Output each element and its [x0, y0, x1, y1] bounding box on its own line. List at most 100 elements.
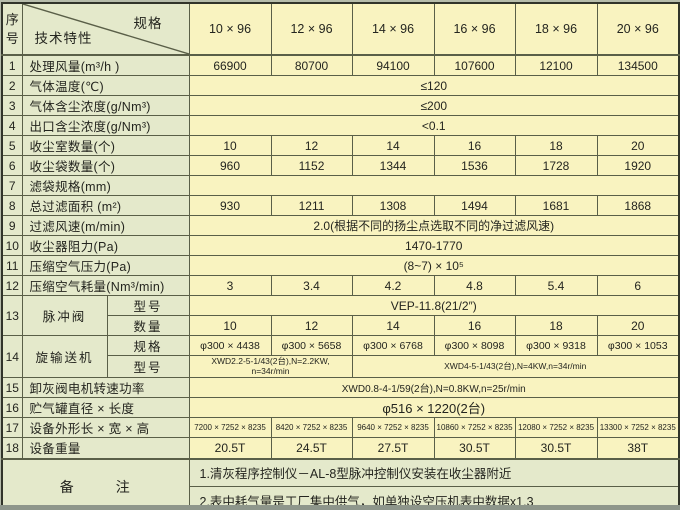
notes-row: 备 注 1.清灰程序控制仪－AL-8型脉冲控制仪安装在收尘器附近 [1, 457, 680, 510]
table-row: 16 贮气罐直径 × 长度 φ516 × 1220(2台) [1, 397, 680, 418]
table-row: 15 卸灰阀电机转速功率 XWD0.8-4-1/59(2台),N=0.8KW,n… [1, 377, 680, 398]
value-cell-merged: (8~7) × 10⁵ [188, 255, 680, 276]
sequence-header: 序 号 [1, 2, 23, 56]
table-row: 5 收尘室数量(个) 10 12 14 16 18 20 [1, 135, 680, 156]
row-label: 收尘室数量(个) [21, 135, 190, 156]
table-row: 12 压缩空气耗量(Nm³/min) 3 3.4 4.2 4.8 5.4 6 [1, 275, 680, 296]
row-label: 贮气罐直径 × 长度 [21, 397, 190, 418]
row-label: 总过滤面积 (m²) [21, 195, 190, 216]
value-cell: 930 [188, 195, 272, 216]
table-row: 型号 XWD2.2-5-1/43(2台),N=2.2KW, n=34r/min … [2, 355, 680, 378]
seq-char-1: 序 [5, 11, 19, 27]
row-label: 压缩空气耗量(Nm³/min) [21, 275, 190, 296]
row-label: 收尘袋数量(个) [21, 155, 190, 176]
value-cell: 1536 [433, 155, 516, 176]
value-cell: 10 [188, 315, 272, 336]
table-row: 数量 10 12 14 16 18 20 [2, 315, 680, 336]
row-number: 12 [1, 275, 23, 296]
value-cell: 14 [351, 315, 435, 336]
value-cell: 18 [514, 135, 598, 156]
table-row: 3 气体含尘浓度(g/Nm³) ≤200 [1, 95, 680, 116]
row-label: 气体含尘浓度(g/Nm³) [21, 95, 190, 116]
seq-char-2: 号 [5, 31, 19, 46]
row-number: 18 [1, 437, 23, 459]
value-cell: φ300 × 5658 [270, 335, 353, 356]
value-cell: φ300 × 9318 [514, 335, 598, 356]
model-column-header: 12 × 96 [270, 2, 353, 56]
model-column-header: 20 × 96 [596, 2, 680, 56]
value-cell: 107600 [433, 54, 516, 76]
sub-label-quantity: 数量 [106, 315, 190, 336]
value-cell: 8420 × 7252 × 8235 [270, 417, 353, 438]
model-column-header: 14 × 96 [351, 2, 435, 56]
row-label: 收尘器阻力(Pa) [21, 235, 190, 256]
value-cell: 134500 [596, 54, 680, 76]
row-label: 设备外形长 × 宽 × 高 [21, 417, 190, 438]
model-column-header: 16 × 96 [433, 2, 516, 56]
value-cell: 80700 [270, 54, 353, 76]
value-cell: 14 [351, 135, 435, 156]
table-row: 10 收尘器阻力(Pa) 1470-1770 [1, 235, 680, 256]
value-cell: φ300 × 4438 [188, 335, 272, 356]
row-label: 过滤风速(m/min) [21, 215, 190, 236]
row-number: 15 [1, 377, 23, 398]
value-cell: 66900 [188, 54, 272, 76]
row-number: 3 [1, 95, 23, 116]
row-label: 设备重量 [21, 437, 190, 459]
row-number: 8 [1, 195, 23, 216]
value-cell: φ300 × 1053 [596, 335, 680, 356]
value-cell: 3 [188, 275, 272, 296]
row-label: 滤袋规格(mm) [21, 175, 190, 196]
diagonal-divider-line [23, 4, 188, 53]
row-number: 10 [1, 235, 23, 256]
value-cell: 12100 [514, 54, 598, 76]
row-label: 卸灰阀电机转速功率 [21, 377, 190, 398]
value-cell-merged: XWD0.8-4-1/59(2台),N=0.8KW,n=25r/min [188, 377, 680, 398]
row-label: 压缩空气压力(Pa) [21, 255, 190, 276]
value-cell: 960 [188, 155, 272, 176]
value-cell: 6 [596, 275, 680, 296]
value-cell: 4.8 [433, 275, 516, 296]
row-number: 14 [1, 335, 23, 378]
notes-label: 备 注 [1, 457, 190, 510]
table-row: 7 滤袋规格(mm) [1, 175, 680, 196]
row-number: 11 [1, 255, 23, 276]
spec-header-label: 规格 [133, 16, 163, 31]
value-cell: 1868 [596, 195, 680, 216]
value-cell: 12 [270, 135, 353, 156]
table-row: 11 压缩空气压力(Pa) (8~7) × 10⁵ [1, 255, 680, 276]
value-cell: 13300 × 7252 × 8235 [596, 417, 680, 438]
value-cell: 5.4 [514, 275, 598, 296]
row-number: 7 [1, 175, 23, 196]
model-column-header: 18 × 96 [514, 2, 598, 56]
value-cell: 27.5T [351, 437, 435, 459]
value-cell: 12 [270, 315, 353, 336]
value-cell-merged: 2.0(根据不同的扬尘点选取不同的净过滤风速) [188, 215, 680, 236]
value-cell: 30.5T [514, 437, 598, 459]
value-cell: 16 [433, 315, 516, 336]
row-number: 17 [1, 417, 23, 438]
sub-label-spec: 规格 [106, 335, 190, 356]
value-cell-merged: 1470-1770 [188, 235, 680, 256]
value-cell: 1920 [596, 155, 680, 176]
value-cell-merged: ≤200 [188, 95, 680, 116]
value-cell-merged: VEP-11.8(21/2″) [188, 295, 680, 316]
header-row: 序 号 规格 技术特性 10 × 96 12 × 96 14 × 96 16 ×… [1, 2, 680, 56]
sub-label-model: 型号 [106, 295, 190, 316]
value-cell: 20 [596, 135, 680, 156]
value-cell: 1152 [270, 155, 353, 176]
value-cell: φ300 × 8098 [433, 335, 516, 356]
table-row: 9 过滤风速(m/min) 2.0(根据不同的扬尘点选取不同的净过滤风速) [1, 215, 680, 236]
row-number: 16 [1, 397, 23, 418]
value-cell: 1344 [351, 155, 435, 176]
value-cell: φ300 × 6768 [351, 335, 435, 356]
value-cell: 1728 [514, 155, 598, 176]
table-row: 4 出口含尘浓度(g/Nm³) <0.1 [1, 115, 680, 136]
value-cell: 1681 [514, 195, 598, 216]
row-label: 出口含尘浓度(g/Nm³) [21, 115, 190, 136]
row-number: 2 [1, 75, 23, 96]
table-row: 8 总过滤面积 (m²) 930 1211 1308 1494 1681 186… [1, 195, 680, 216]
row-label: 气体温度(℃) [21, 75, 190, 96]
row-number: 1 [1, 54, 23, 76]
